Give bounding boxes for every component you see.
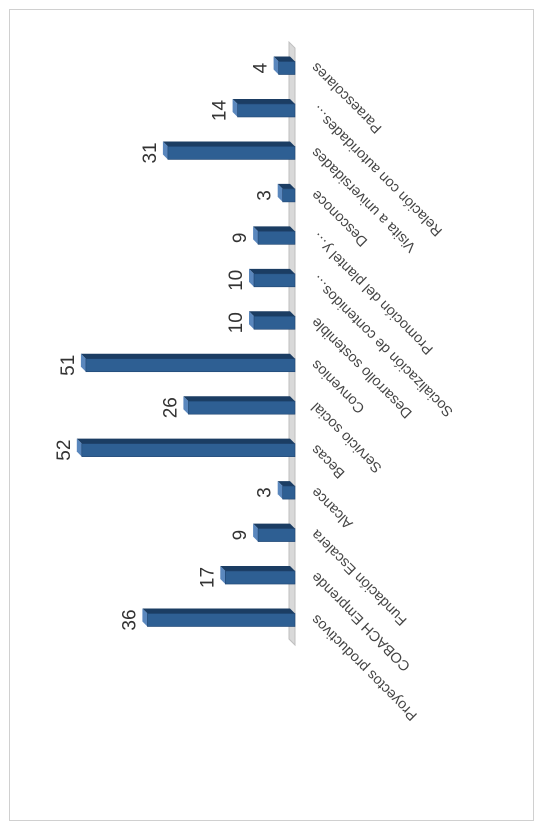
bar-top xyxy=(142,608,148,627)
bar-top xyxy=(249,311,254,330)
bar-side xyxy=(220,566,295,572)
bar-side xyxy=(253,523,295,529)
data-label: 9 xyxy=(230,233,251,244)
bar-side xyxy=(277,183,295,189)
bar xyxy=(81,443,296,457)
data-label: 26 xyxy=(160,397,181,418)
bar xyxy=(253,273,296,288)
bar-side xyxy=(249,311,295,317)
bar-top xyxy=(80,353,86,372)
bar-top xyxy=(249,268,254,287)
bar xyxy=(237,103,296,118)
data-label: 10 xyxy=(226,270,247,291)
bar xyxy=(147,613,296,627)
bar-side xyxy=(277,481,295,487)
data-label: 51 xyxy=(58,355,79,376)
data-label: 31 xyxy=(140,142,161,163)
data-label: 9 xyxy=(230,530,251,541)
bar-top xyxy=(273,56,279,75)
bar-top xyxy=(253,226,259,245)
data-label: 3 xyxy=(255,487,276,498)
bar xyxy=(257,231,296,245)
bar-top xyxy=(162,141,168,160)
floor xyxy=(288,40,296,647)
bar xyxy=(225,570,296,585)
bar xyxy=(282,485,296,500)
bar-side xyxy=(273,56,295,62)
bar-side xyxy=(162,141,295,147)
bar-top xyxy=(76,438,82,457)
bar-side xyxy=(232,98,295,104)
bar-top xyxy=(253,523,259,542)
x-tick-label: Alcance xyxy=(309,484,357,532)
bar-top xyxy=(232,98,238,117)
bar-top xyxy=(183,396,189,415)
bar-side xyxy=(76,438,295,444)
x-tick-label: Becas xyxy=(309,441,349,481)
bar-top xyxy=(277,183,283,202)
data-label: 17 xyxy=(197,567,218,588)
bar-top xyxy=(220,566,226,585)
bar-side xyxy=(183,396,295,402)
bar xyxy=(167,146,296,160)
bar-side xyxy=(249,268,295,274)
bar xyxy=(257,528,296,542)
data-label: 36 xyxy=(119,609,140,630)
bar-side xyxy=(142,608,295,614)
bar xyxy=(188,400,296,415)
bar xyxy=(282,188,296,203)
data-label: 52 xyxy=(54,440,75,461)
data-label: 14 xyxy=(210,99,231,121)
bar-top xyxy=(277,481,283,500)
bar xyxy=(278,61,296,75)
chart-frame xyxy=(9,9,534,821)
data-label: 4 xyxy=(251,62,272,73)
bar-side xyxy=(253,226,295,232)
data-label: 10 xyxy=(226,312,247,333)
data-label: 3 xyxy=(255,190,276,201)
bar xyxy=(253,315,296,330)
bar-side xyxy=(80,353,295,359)
bar xyxy=(85,358,296,373)
